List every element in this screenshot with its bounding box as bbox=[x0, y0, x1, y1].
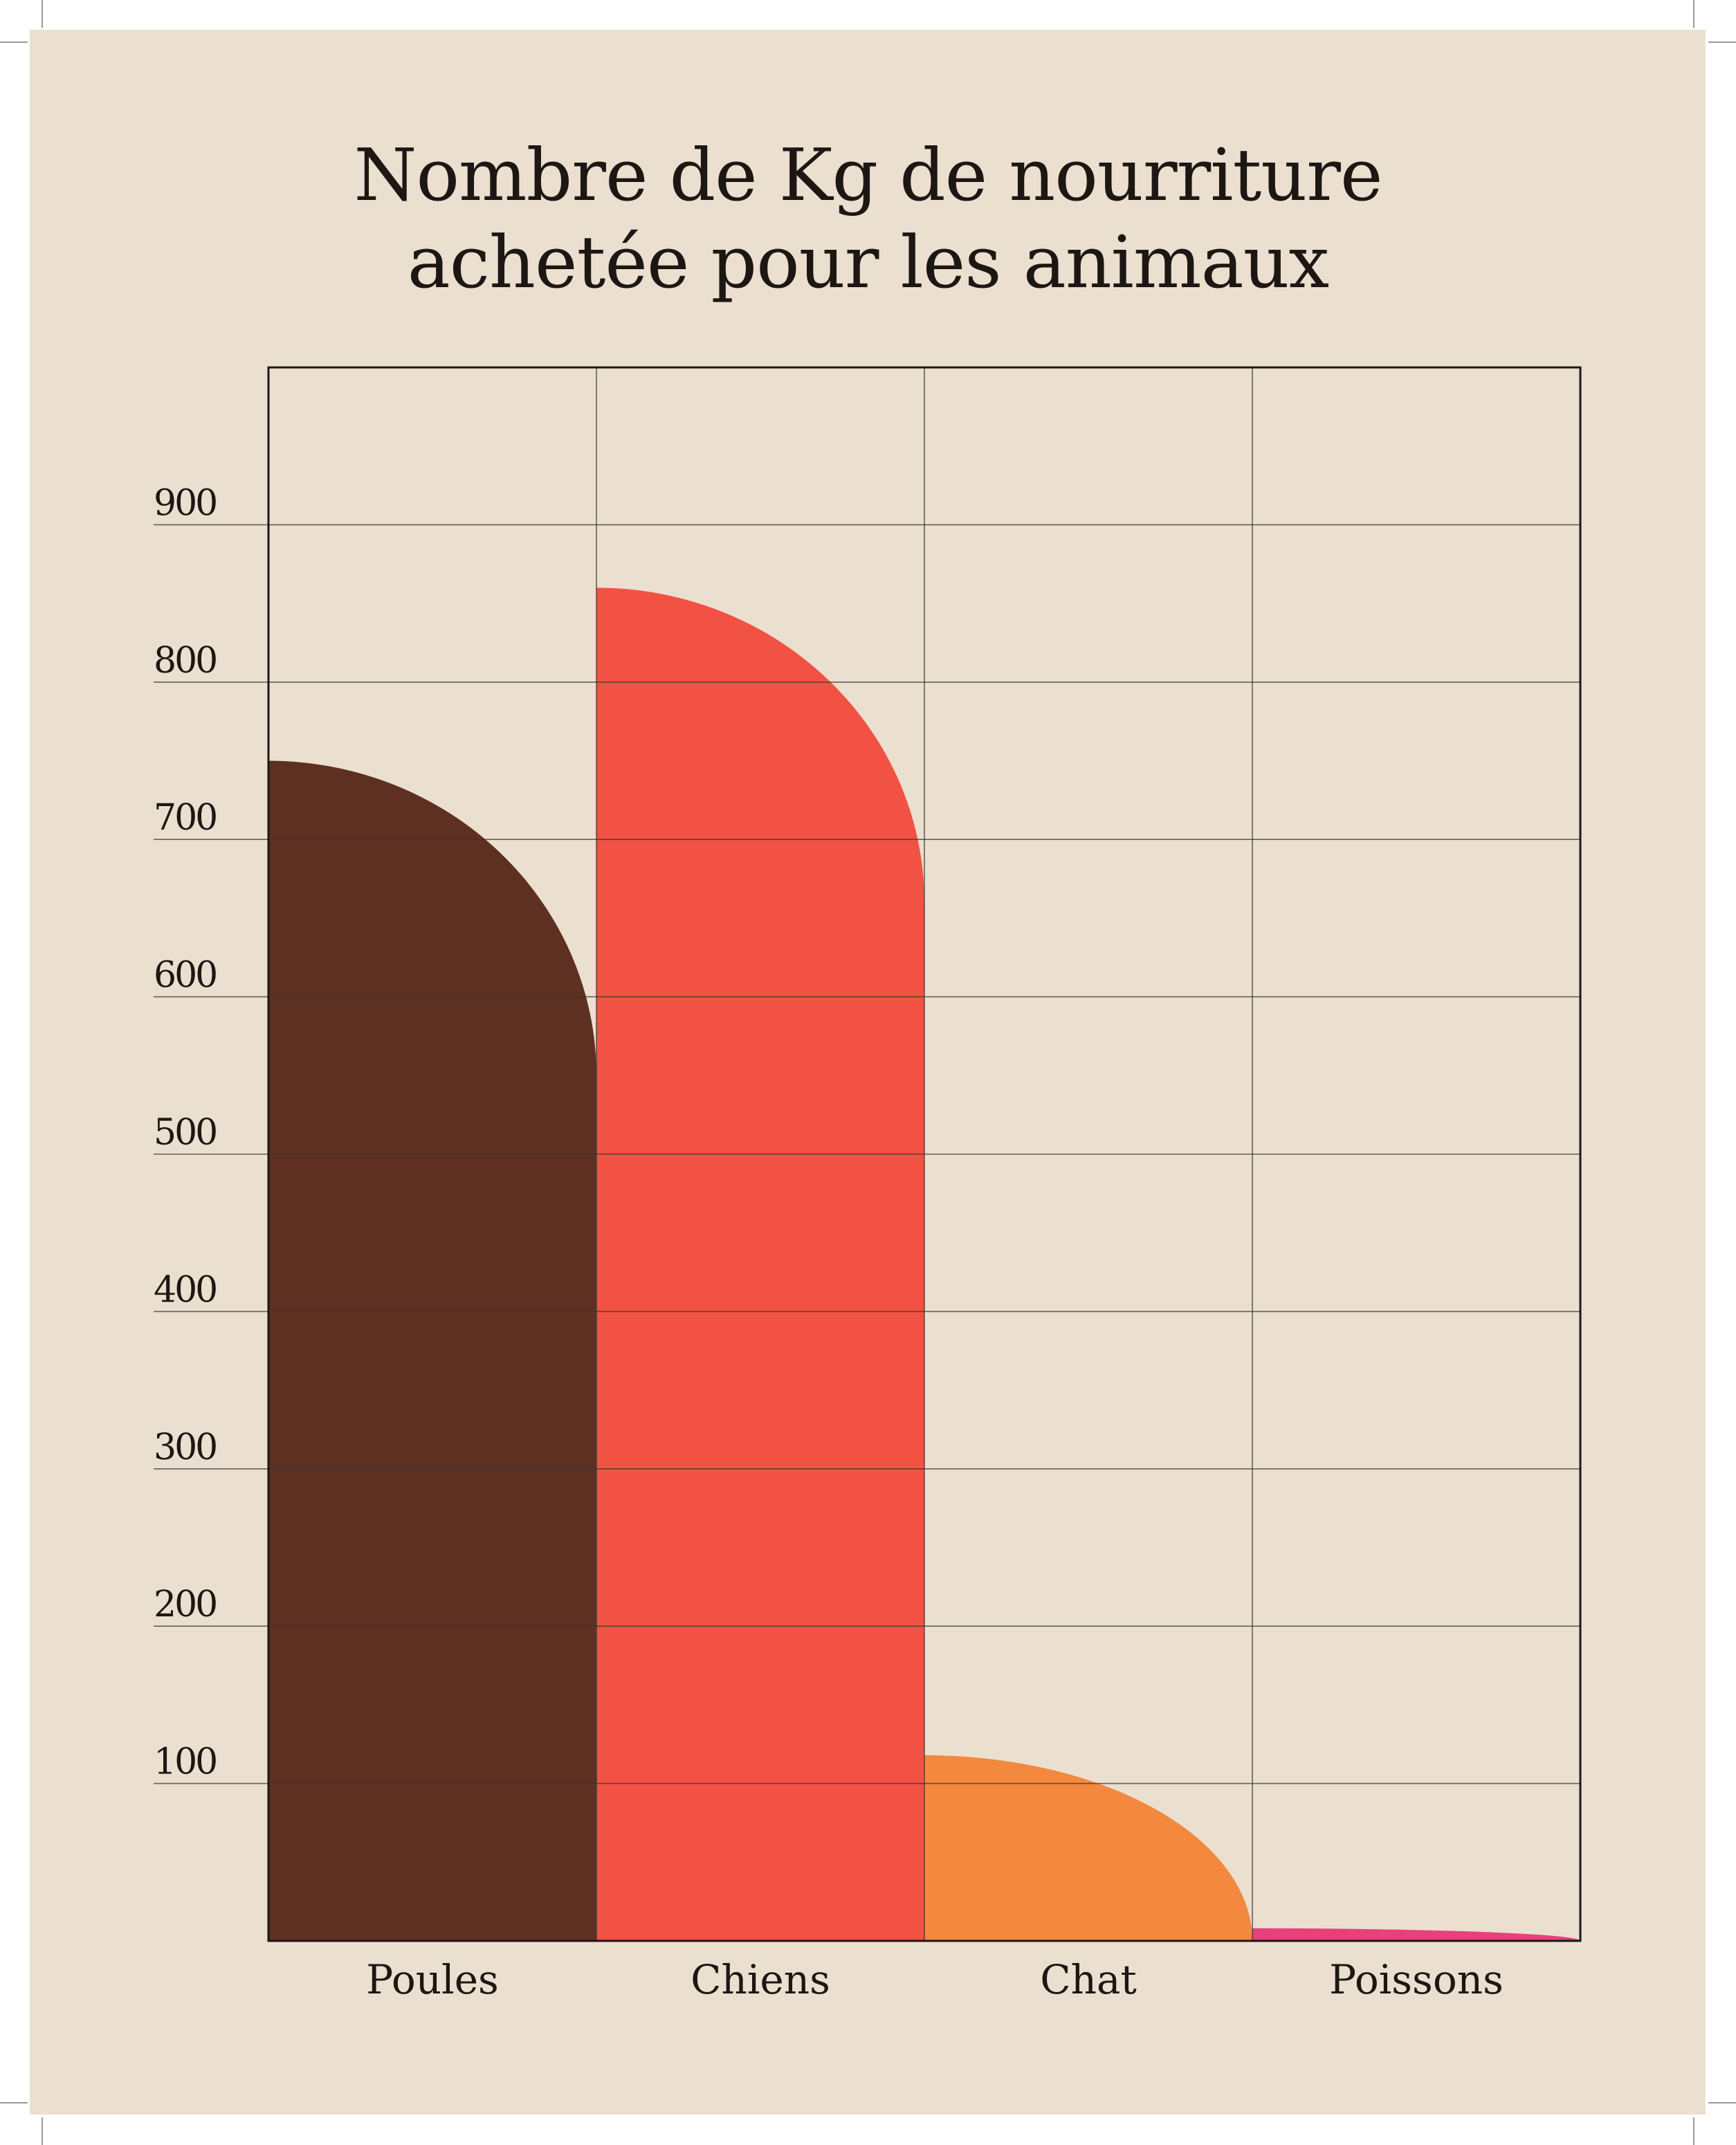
y-tick-label: 300 bbox=[154, 1427, 216, 1468]
y-tick-label: 700 bbox=[154, 797, 216, 839]
crop-mark bbox=[1693, 0, 1694, 28]
x-axis-category-labels: Poules Chiens Chat Poissons bbox=[366, 1956, 1504, 2003]
bar-chiens bbox=[596, 587, 924, 1941]
crop-mark bbox=[42, 0, 43, 28]
y-tick-label: 900 bbox=[154, 482, 216, 524]
y-tick-label: 600 bbox=[154, 955, 216, 996]
y-tick-label: 200 bbox=[154, 1584, 216, 1625]
crop-mark bbox=[42, 2117, 43, 2145]
x-category-label: Poissons bbox=[1329, 1956, 1504, 2003]
grid-layer bbox=[154, 367, 1580, 1941]
x-category-label: Poules bbox=[366, 1956, 499, 2003]
crop-mark bbox=[0, 42, 28, 43]
bar-chat bbox=[924, 1755, 1252, 1941]
bar-poules bbox=[268, 760, 596, 1941]
crop-mark bbox=[1708, 42, 1736, 43]
y-axis-tick-labels: 100 200 300 400 500 600 700 800 900 bbox=[154, 482, 218, 1783]
x-category-label: Chat bbox=[1040, 1956, 1137, 2003]
crop-mark bbox=[1693, 2117, 1694, 2145]
crop-mark bbox=[1708, 2102, 1736, 2103]
y-tick-label: 100 bbox=[154, 1742, 216, 1783]
chart-title-line-2: achetée pour les animaux bbox=[407, 220, 1329, 304]
y-tick-label: 400 bbox=[154, 1269, 216, 1311]
y-tick-label: 800 bbox=[154, 640, 216, 682]
bar-poissons bbox=[1252, 1928, 1580, 1941]
crop-mark bbox=[0, 2102, 28, 2103]
bars-layer bbox=[268, 587, 1580, 1941]
y-tick-label: 500 bbox=[154, 1112, 216, 1153]
chart-title-line-1: Nombre de Kg de nourriture bbox=[354, 133, 1382, 217]
chart-title: Nombre de Kg de nourriture achetée pour … bbox=[0, 131, 1736, 306]
plot-frame bbox=[267, 366, 1582, 1942]
x-category-label: Chiens bbox=[691, 1956, 830, 2003]
